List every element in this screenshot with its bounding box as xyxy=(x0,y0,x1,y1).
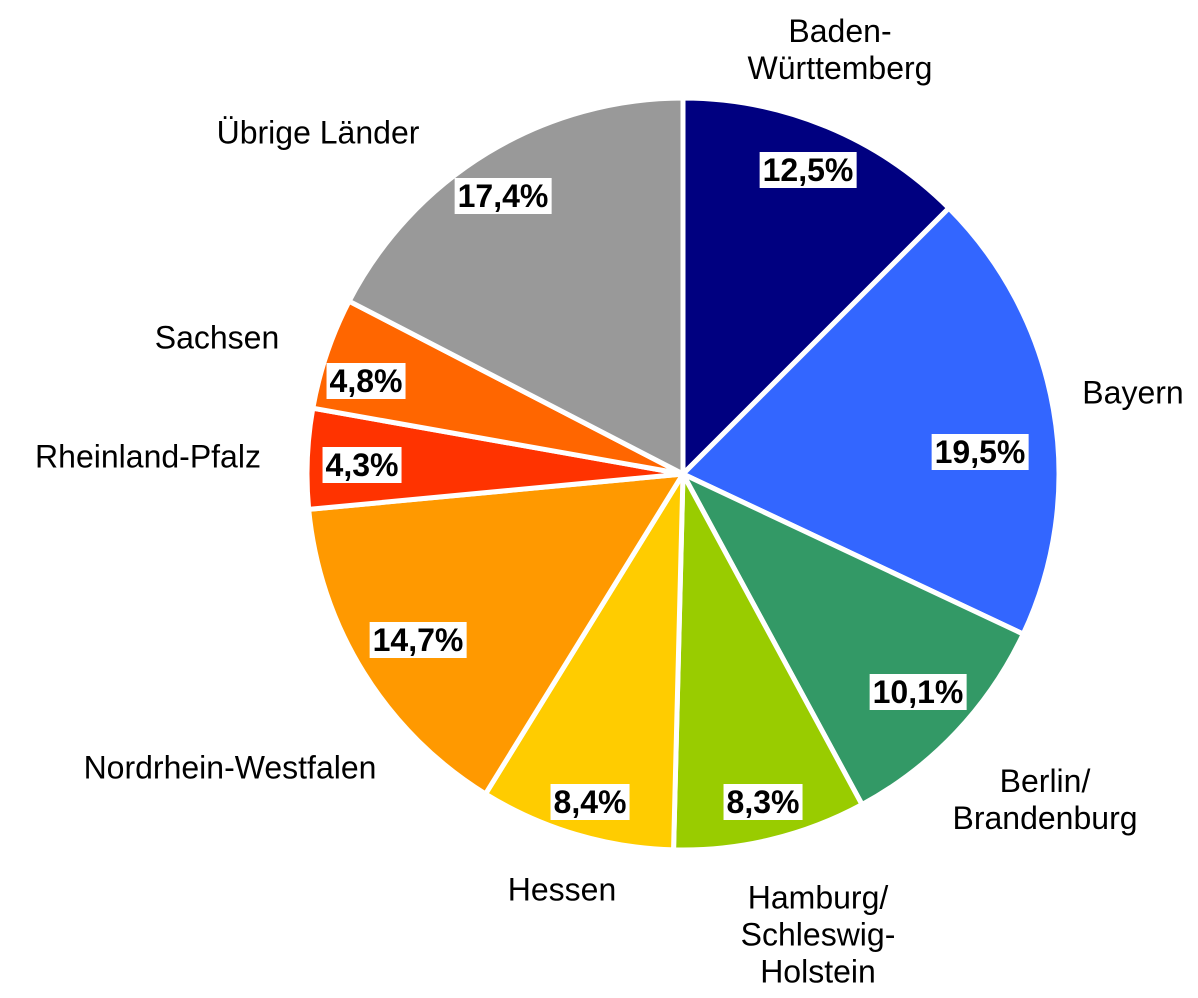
pie-slice xyxy=(346,95,686,477)
slice-label: Übrige Länder xyxy=(216,114,420,151)
slice-label: Berlin/ Brandenburg xyxy=(952,763,1138,836)
pie-slice xyxy=(671,471,865,853)
slice-label: Hessen xyxy=(507,871,617,908)
pie-slice xyxy=(483,471,686,853)
value-label: 19,5% xyxy=(931,434,1029,470)
value-label: 8,3% xyxy=(723,784,803,820)
pie-slice xyxy=(306,471,686,797)
slice-label: Bayern xyxy=(1082,374,1184,411)
value-label: 17,4% xyxy=(454,178,552,214)
value-label: 4,3% xyxy=(322,447,402,483)
slice-label: Baden- Württemberg xyxy=(747,13,933,86)
value-label: 14,7% xyxy=(369,622,467,658)
pie-slice xyxy=(680,95,952,477)
value-label: 12,5% xyxy=(759,152,857,188)
pie-slice xyxy=(680,205,1062,637)
slice-label: Hamburg/ Schleswig- Holstein xyxy=(740,879,896,990)
slice-label: Sachsen xyxy=(154,319,280,356)
slice-label: Nordrhein-Westfalen xyxy=(83,749,377,786)
slice-label: Rheinland-Pfalz xyxy=(35,438,261,475)
value-label: 4,8% xyxy=(326,363,406,399)
value-label: 10,1% xyxy=(869,674,967,710)
pie-slice xyxy=(680,471,1026,808)
value-label: 8,4% xyxy=(550,784,630,820)
